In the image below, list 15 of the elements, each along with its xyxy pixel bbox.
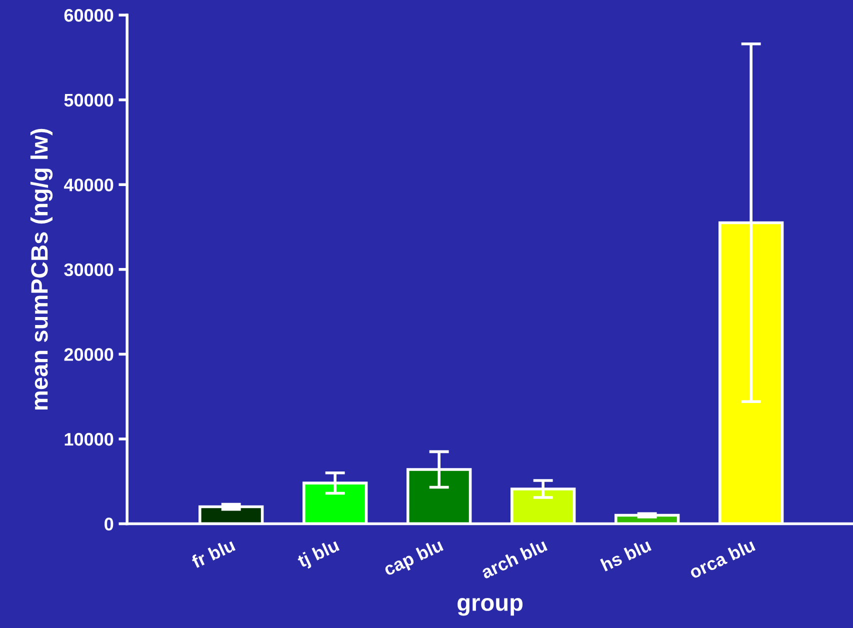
y-tick-label: 40000 bbox=[64, 178, 114, 192]
x-tick-label: cap blu bbox=[382, 538, 446, 580]
x-tick-label: hs blu bbox=[600, 538, 652, 572]
y-tick-label: 50000 bbox=[64, 94, 114, 107]
x-tick-label: orca blu bbox=[688, 538, 756, 580]
y-tick-label: 30000 bbox=[64, 263, 114, 276]
y-axis-title: mean sumPCBs (ng/g lw) bbox=[30, 128, 53, 410]
y-tick-label: 10000 bbox=[64, 432, 114, 446]
x-axis-title: group bbox=[458, 598, 523, 616]
y-tick-label: 20000 bbox=[64, 348, 114, 361]
x-tick-label: arch blu bbox=[480, 538, 548, 580]
y-tick-label: 60000 bbox=[64, 9, 114, 22]
x-tick-label: tj blu bbox=[296, 538, 342, 572]
y-tick-label: 0 bbox=[104, 518, 114, 530]
x-tick-label: fr blu bbox=[190, 538, 236, 569]
